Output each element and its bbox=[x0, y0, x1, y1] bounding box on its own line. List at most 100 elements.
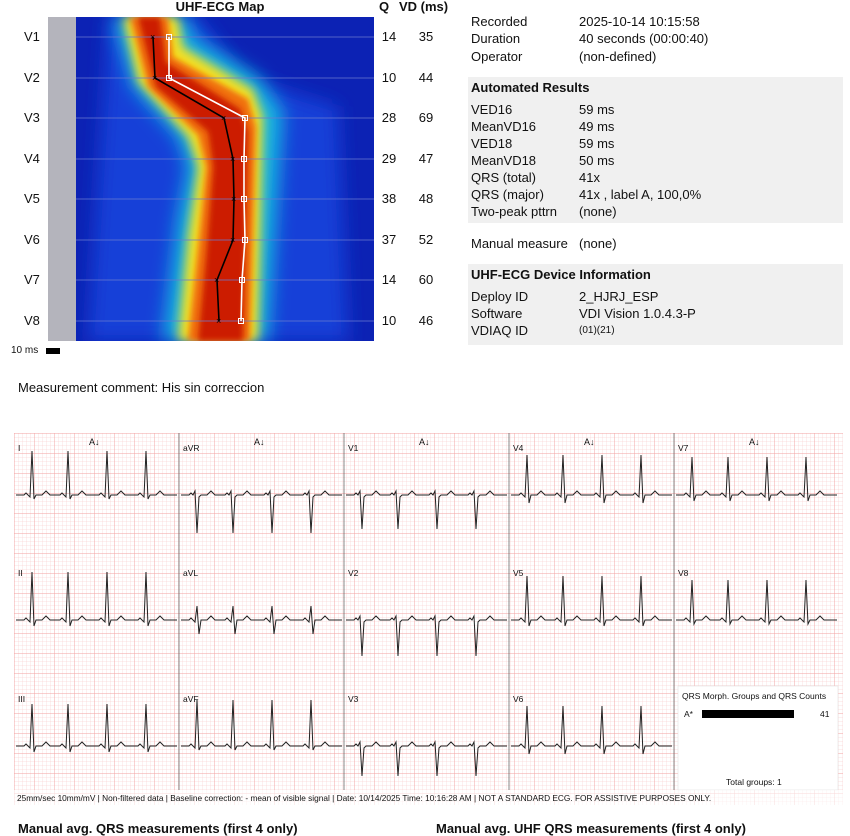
map-q-marker: × bbox=[152, 73, 157, 83]
map-q-marker: × bbox=[230, 235, 235, 245]
map-gridlines bbox=[76, 36, 374, 322]
map-lead-label-v1: V1 bbox=[24, 29, 40, 44]
map-q-marker: × bbox=[214, 275, 219, 285]
map-line-markers: × × × × × × × × bbox=[150, 32, 248, 326]
duration-label: Duration bbox=[471, 31, 521, 46]
software-value: VDI Vision 1.0.4.3-P bbox=[579, 306, 696, 321]
ecg-lead-label: V2 bbox=[348, 568, 359, 578]
automated-row-value: 41x bbox=[579, 170, 600, 185]
automated-row-label: MeanVD18 bbox=[471, 153, 537, 168]
ecg-trace-v3 bbox=[346, 740, 507, 777]
ecg-lead-labels: IIIIIIA↓aVRaVLaVFA↓V1V2V3A↓V4V5V6A↓V7V8A… bbox=[18, 437, 760, 704]
qrs-group-label: A* bbox=[684, 709, 694, 719]
map-q-marker: × bbox=[216, 316, 221, 326]
recorded-value: 2025-10-14 10:15:58 bbox=[579, 14, 700, 29]
map-lead-label-v6: V6 bbox=[24, 232, 40, 247]
map-q-value: 14 bbox=[381, 29, 397, 44]
map-title: UHF-ECG Map bbox=[175, 0, 265, 14]
vdiaq-label: VDIAQ ID bbox=[471, 323, 529, 338]
map-q-line bbox=[152, 36, 235, 322]
automated-row-label: VED18 bbox=[471, 136, 513, 151]
automated-row-label: Two-peak pttrn bbox=[471, 204, 557, 219]
ecg-trace-v6 bbox=[511, 705, 672, 755]
automated-row-value: 49 ms bbox=[579, 119, 615, 134]
scale-label: 10 ms bbox=[11, 345, 39, 356]
automated-row-value: 41x , label A, 100,0% bbox=[579, 187, 702, 202]
ecg-trace-i bbox=[16, 450, 177, 500]
map-q-value: 29 bbox=[381, 151, 397, 166]
ecg-lead-label: III bbox=[18, 694, 25, 704]
map-vd-value: 52 bbox=[418, 232, 434, 247]
ecg-trace-v7 bbox=[676, 456, 837, 502]
automated-row-value: (none) bbox=[579, 204, 617, 219]
ecg-beat-marker: A↓ bbox=[749, 437, 760, 447]
ecg-lead-label: II bbox=[18, 568, 23, 578]
device-info-title: UHF-ECG Device Information bbox=[471, 267, 651, 282]
automated-results-title: Automated Results bbox=[471, 80, 590, 95]
map-lead-label-v7: V7 bbox=[24, 272, 40, 287]
ecg-lead-label: aVR bbox=[183, 443, 200, 453]
ecg-trace-v5 bbox=[511, 575, 672, 627]
map-q-value: 14 bbox=[381, 272, 397, 287]
map-q-marker: × bbox=[231, 194, 236, 204]
ecg-beat-marker: A↓ bbox=[419, 437, 430, 447]
qrs-group-count: 41 bbox=[820, 709, 830, 719]
deploy-id-label: Deploy ID bbox=[471, 289, 529, 304]
map-q-value: 28 bbox=[381, 110, 397, 125]
map-q-value: 10 bbox=[381, 313, 397, 328]
map-vd-marker bbox=[242, 115, 248, 121]
ecg-traces bbox=[16, 433, 837, 790]
map-vd-value: 35 bbox=[418, 29, 434, 44]
map-lead-label-v3: V3 bbox=[24, 110, 40, 125]
map-vd-value: 69 bbox=[418, 110, 434, 125]
vd-column-header: VD (ms) bbox=[399, 0, 449, 14]
deploy-id-value: 2_HJRJ_ESP bbox=[579, 289, 659, 304]
ecg-trace-iii bbox=[16, 703, 177, 753]
automated-row-value: 50 ms bbox=[579, 153, 615, 168]
recorded-label: Recorded bbox=[471, 14, 528, 29]
ecg-lead-label: V5 bbox=[513, 568, 524, 578]
manual-measure-value: (none) bbox=[579, 236, 617, 251]
ecg-beat-marker: A↓ bbox=[584, 437, 595, 447]
device-info-panel: UHF-ECG Device Information Deploy ID 2_H… bbox=[468, 264, 843, 345]
ecg-lead-label: V8 bbox=[678, 568, 689, 578]
operator-label: Operator bbox=[471, 49, 523, 64]
automated-row-value: 59 ms bbox=[579, 136, 615, 151]
map-q-value: 10 bbox=[381, 70, 397, 85]
map-vd-value: 44 bbox=[418, 70, 434, 85]
software-label: Software bbox=[471, 306, 523, 321]
map-vd-marker bbox=[241, 156, 247, 162]
manual-measure-label: Manual measure bbox=[471, 236, 568, 251]
map-vd-value: 48 bbox=[418, 191, 434, 206]
map-vd-marker bbox=[238, 318, 244, 324]
ecg-lead-label: aVL bbox=[183, 568, 198, 578]
ecg-footer: 25mm/sec 10mm/mV | Non-filtered data | B… bbox=[17, 793, 711, 803]
ecg-lead-label: V6 bbox=[513, 694, 524, 704]
map-vd-marker bbox=[239, 277, 245, 283]
scale-bar bbox=[46, 348, 60, 354]
automated-row-label: QRS (total) bbox=[471, 170, 537, 185]
ecg-lead-label: V1 bbox=[348, 443, 359, 453]
automated-results-panel: Automated Results VED16 59 ms MeanVD16 49 m… bbox=[468, 77, 843, 223]
automated-row-value: 59 ms bbox=[579, 102, 615, 117]
ecg-trace-v4 bbox=[511, 454, 672, 504]
map-lead-label-v2: V2 bbox=[24, 70, 40, 85]
ecg-beat-marker: A↓ bbox=[254, 437, 265, 447]
ecg-trace-v2 bbox=[346, 614, 507, 657]
ecg-trace-avr bbox=[181, 489, 342, 534]
map-q-marker: × bbox=[221, 113, 226, 123]
ecg-trace-v1 bbox=[346, 489, 507, 530]
map-lead-label-v4: V4 bbox=[24, 151, 40, 166]
q-column-header: Q bbox=[379, 0, 390, 14]
qrs-morphology-box: QRS Morph. Groups and QRS Counts A* 41 T… bbox=[677, 685, 839, 791]
ecg-lead-label: V7 bbox=[678, 443, 689, 453]
measurement-comment: Measurement comment: His sin correccion bbox=[18, 380, 265, 395]
map-q-marker: × bbox=[150, 32, 155, 42]
ecg-trace-avl bbox=[181, 605, 342, 635]
qrs-group-bar bbox=[702, 710, 794, 718]
map-lead-label-v8: V8 bbox=[24, 313, 40, 328]
ecg-beat-marker: A↓ bbox=[89, 437, 100, 447]
ecg-trace-v8 bbox=[676, 579, 837, 626]
qrs-total-groups: Total groups: 1 bbox=[726, 777, 782, 787]
map-q-value: 38 bbox=[381, 191, 397, 206]
